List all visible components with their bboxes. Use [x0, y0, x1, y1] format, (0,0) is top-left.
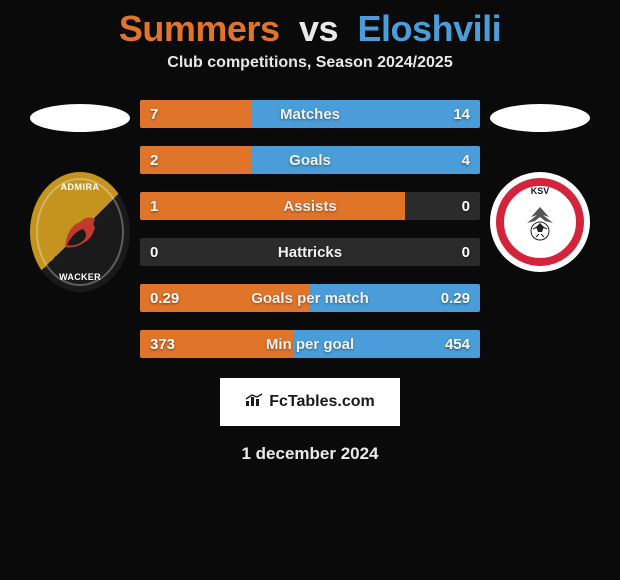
title-vs: vs: [299, 8, 338, 49]
stat-label: Matches: [280, 106, 340, 123]
stat-value-right: 14: [453, 106, 470, 123]
title-player1: Summers: [119, 8, 280, 49]
stats-panel: 7 14 Matches 2 4 Goals 1 0 Assists 0 0 Hattricks 0.2…: [140, 100, 480, 358]
crest-left-bottom-text: WACKER: [59, 272, 101, 282]
stat-value-right: 0: [462, 198, 470, 215]
crest-right-label: KSV: [531, 186, 550, 196]
stat-label: Goals per match: [251, 290, 369, 307]
left-oval-decor: [30, 104, 130, 132]
stat-row: 1 0 Assists: [140, 192, 480, 220]
chart-icon: [245, 393, 263, 412]
crest-left-top-text: ADMIRA: [61, 182, 100, 192]
footer-date: 1 december 2024: [241, 444, 378, 464]
main-row: ADMIRA WACKER 7 14 Matches 2 4 Goals 1 0 Assists…: [0, 100, 620, 358]
page-title: Summers vs Eloshvili: [119, 8, 501, 50]
right-oval-decor: [490, 104, 590, 132]
fctables-badge[interactable]: FcTables.com: [220, 378, 400, 426]
fctables-label: FcTables.com: [269, 393, 375, 411]
stat-value-right: 0.29: [441, 290, 470, 307]
stat-row: 0 0 Hattricks: [140, 238, 480, 266]
stat-row: 7 14 Matches: [140, 100, 480, 128]
stat-value-left: 7: [150, 106, 158, 123]
subtitle: Club competitions, Season 2024/2025: [167, 54, 452, 72]
griffin-icon: [55, 207, 105, 257]
stat-row: 2 4 Goals: [140, 146, 480, 174]
eagle-ball-icon: [517, 199, 563, 245]
stat-row: 0.29 0.29 Goals per match: [140, 284, 480, 312]
title-player2: Eloshvili: [358, 8, 502, 49]
stat-value-left: 0.29: [150, 290, 179, 307]
stat-value-right: 4: [462, 152, 470, 169]
stat-value-left: 0: [150, 244, 158, 261]
stat-value-right: 454: [445, 336, 470, 353]
ksv-crest: KSV: [490, 172, 590, 272]
comparison-card: Summers vs Eloshvili Club competitions, …: [0, 0, 620, 580]
stat-row: 373 454 Min per goal: [140, 330, 480, 358]
stat-value-left: 1: [150, 198, 158, 215]
stat-value-left: 2: [150, 152, 158, 169]
right-crest-column: KSV: [480, 100, 600, 272]
stat-label: Assists: [283, 198, 336, 215]
admira-wacker-crest: ADMIRA WACKER: [30, 172, 130, 292]
stat-bar-right: [252, 146, 480, 174]
stat-value-right: 0: [462, 244, 470, 261]
stat-label: Goals: [289, 152, 331, 169]
stat-value-left: 373: [150, 336, 175, 353]
stat-label: Hattricks: [278, 244, 342, 261]
left-crest-column: ADMIRA WACKER: [20, 100, 140, 292]
stat-bar-left: [140, 192, 405, 220]
stat-label: Min per goal: [266, 336, 354, 353]
